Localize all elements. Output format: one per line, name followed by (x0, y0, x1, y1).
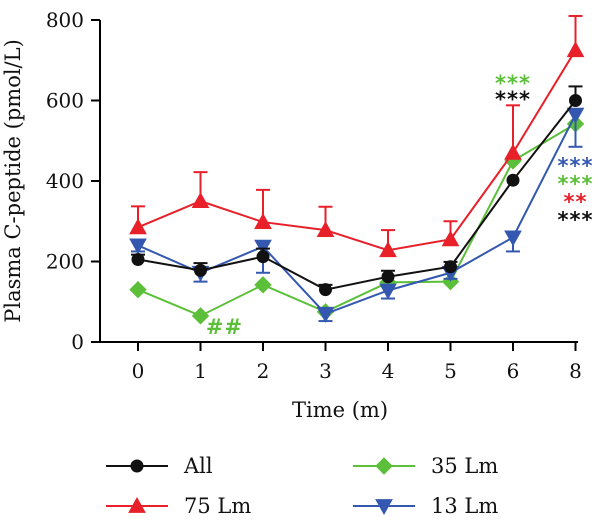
axes (99, 20, 578, 343)
y-ticks: 0 200 400 600 800 (46, 8, 100, 354)
legend-marker (130, 459, 144, 473)
series-line (137, 122, 577, 317)
data-point (504, 230, 522, 247)
legend-item-35-lm: 35 Lm (353, 454, 498, 478)
data-point (129, 238, 147, 255)
legend-marker (375, 499, 393, 516)
data-point (254, 276, 272, 294)
data-point (131, 252, 145, 266)
data-point (319, 283, 332, 297)
legend-marker (128, 496, 146, 513)
legend-item-13-lm: 13 Lm (353, 494, 498, 518)
x-tick-label: 6 (507, 359, 520, 383)
legend: All 35 Lm 75 Lm 13 Lm (106, 454, 498, 518)
data-point (381, 270, 395, 284)
x-tick-label: 5 (444, 359, 457, 383)
data-point (129, 218, 147, 235)
data-point (256, 250, 270, 264)
data-point (191, 192, 210, 209)
significance-mark: *** (558, 154, 594, 178)
significance-mark: ## (206, 315, 243, 339)
y-tick-label: 400 (46, 169, 84, 193)
data-point (506, 173, 520, 187)
series-13-lm (129, 107, 585, 323)
data-point (444, 260, 457, 274)
y-tick-label: 600 (46, 89, 84, 113)
data-point (254, 213, 272, 229)
y-tick-label: 0 (71, 330, 84, 354)
x-tick-label: 2 (257, 359, 270, 383)
data-point (191, 307, 210, 325)
legend-label: 13 Lm (431, 494, 498, 518)
legend-item-75-lm: 75 Lm (106, 494, 251, 518)
y-axis-title: Plasma C-peptide (pmol/L) (1, 39, 25, 323)
data-point (569, 94, 582, 107)
data-point (316, 221, 335, 238)
significance-mark: ** (564, 190, 588, 214)
data-point (566, 41, 585, 58)
data-point (379, 283, 397, 300)
x-ticks: 0 1 2 3 4 5 6 8 (132, 342, 582, 383)
legend-label: 35 Lm (431, 454, 498, 478)
x-tick-label: 8 (569, 359, 582, 383)
significance-annotations: ##***************** (206, 71, 594, 339)
x-tick-label: 0 (132, 359, 145, 383)
data-point (379, 241, 397, 258)
x-tick-label: 1 (194, 359, 207, 383)
x-axis-title: Time (m) (292, 398, 388, 422)
data-point (129, 280, 147, 299)
series-line (137, 49, 577, 252)
data-point (566, 107, 585, 124)
y-tick-label: 800 (46, 8, 84, 32)
data-point (194, 263, 207, 277)
significance-mark: *** (495, 71, 531, 95)
significance-mark: *** (495, 87, 531, 111)
series-all (131, 85, 583, 297)
series-line (137, 99, 577, 291)
legend-label: All (183, 454, 213, 478)
data-point (316, 306, 335, 323)
legend-label: 75 Lm (184, 494, 251, 518)
data-point (254, 239, 272, 256)
series-layer (129, 14, 585, 325)
legend-item-all: All (106, 454, 213, 478)
data-point (504, 143, 522, 160)
legend-marker (375, 457, 393, 475)
series-75-lm (129, 14, 585, 258)
x-tick-label: 4 (382, 359, 395, 383)
significance-mark: *** (558, 172, 594, 196)
data-point (441, 230, 460, 247)
significance-mark: *** (558, 208, 594, 232)
y-tick-label: 200 (46, 250, 84, 274)
x-tick-label: 3 (319, 359, 332, 383)
